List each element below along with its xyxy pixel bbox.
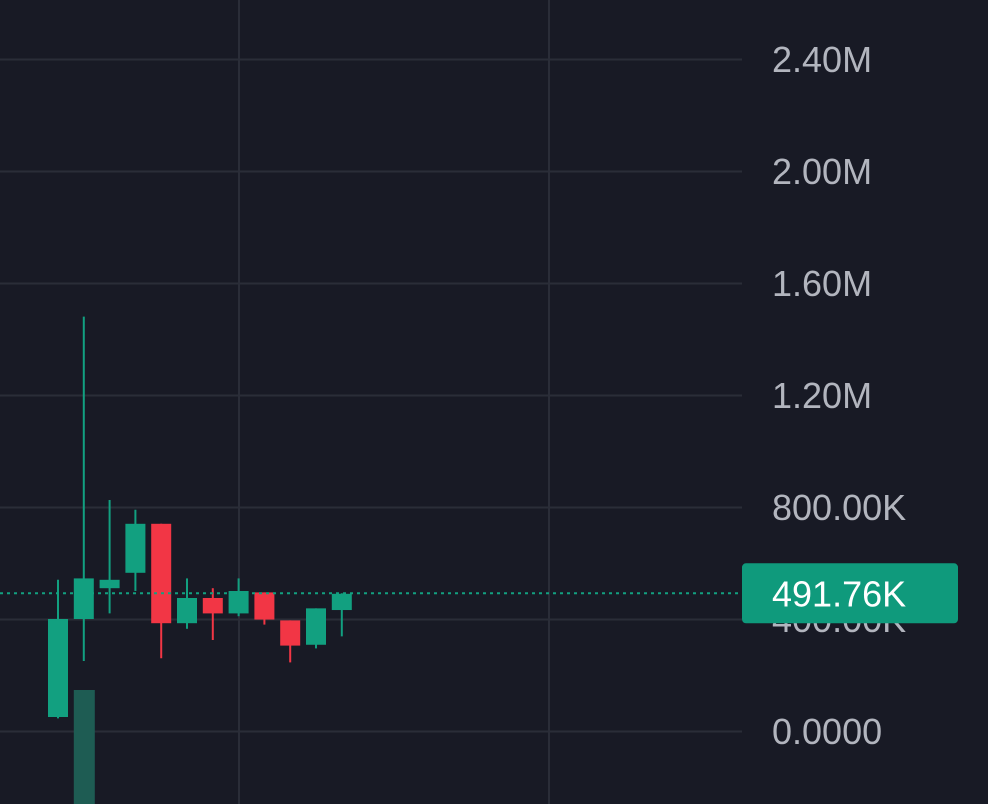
last-price-label: 491.76K <box>772 573 906 614</box>
volume-bars <box>73 690 95 804</box>
y-tick-label: 1.20M <box>772 375 872 416</box>
candle[interactable] <box>73 316 94 661</box>
candle-body <box>306 608 326 645</box>
candle[interactable] <box>125 509 146 591</box>
candle[interactable] <box>280 620 301 663</box>
candle-body <box>48 619 68 717</box>
candle-body <box>73 578 94 619</box>
candle-body <box>125 523 146 573</box>
y-tick-label: 0.0000 <box>772 711 882 752</box>
candle[interactable] <box>48 579 68 719</box>
candle-body <box>331 593 352 611</box>
last-price-marker: 491.76K <box>0 563 958 624</box>
y-tick-label: 2.40M <box>772 39 872 80</box>
volume-bar <box>73 690 95 804</box>
candle[interactable] <box>306 608 326 649</box>
y-tick-label: 2.00M <box>772 151 872 192</box>
last-price-badge <box>742 563 958 624</box>
candle-body <box>99 579 120 589</box>
candle[interactable] <box>177 578 197 629</box>
candle[interactable] <box>99 500 120 614</box>
candle-body <box>254 592 275 620</box>
candle-body <box>280 620 301 646</box>
candles[interactable] <box>48 316 352 719</box>
candle-body <box>177 598 197 624</box>
grid-lines <box>0 0 742 804</box>
candle-body <box>151 523 172 624</box>
candle[interactable] <box>228 578 249 617</box>
y-tick-label: 1.60M <box>772 263 872 304</box>
candle-body <box>202 598 223 614</box>
candle[interactable] <box>202 588 223 640</box>
y-tick-label: 800.00K <box>772 487 906 528</box>
candle-body <box>228 591 249 614</box>
candle[interactable] <box>331 593 352 637</box>
candle[interactable] <box>151 523 172 659</box>
candle[interactable] <box>254 592 275 625</box>
